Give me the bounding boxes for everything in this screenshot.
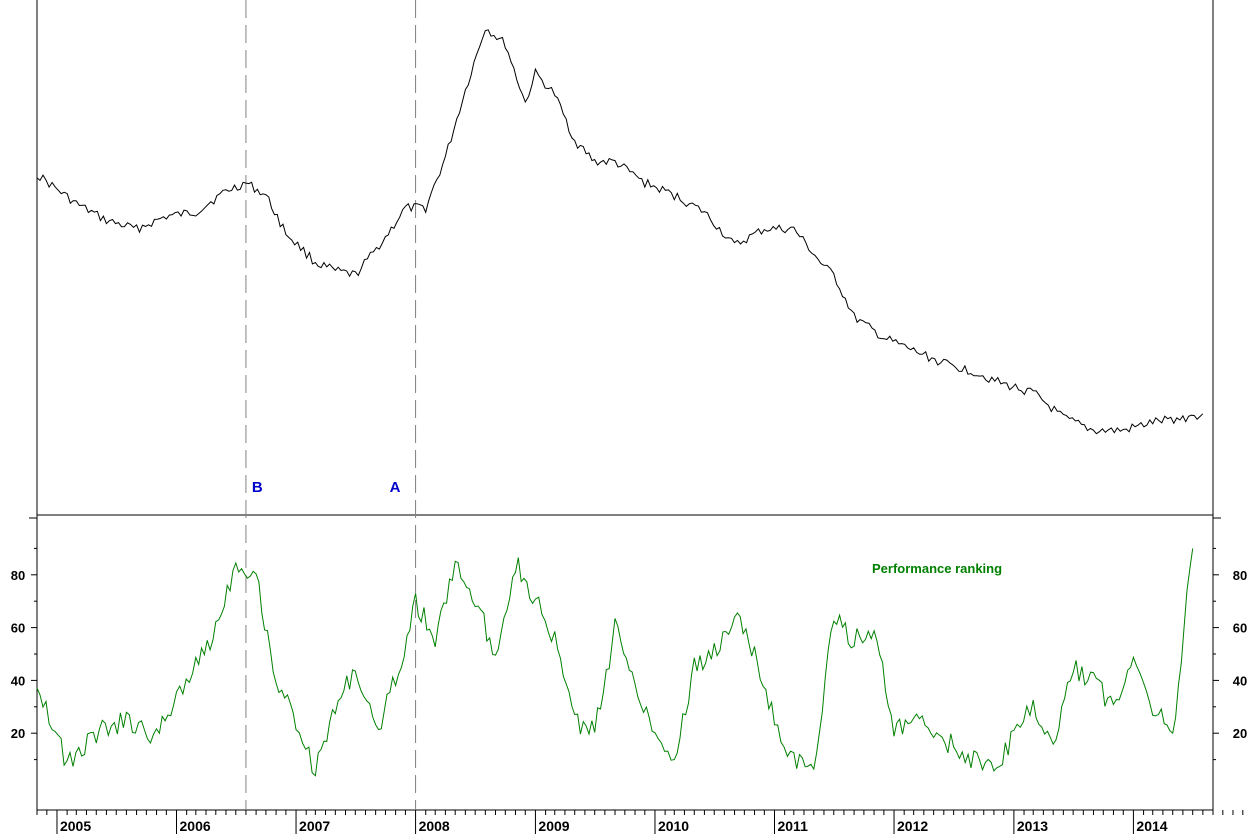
y-tick-label-right: 60 (1233, 621, 1247, 636)
x-year-label: 2011 (777, 818, 808, 834)
y-tick-label-left: 80 (11, 568, 25, 583)
x-year-label: 2012 (897, 818, 928, 834)
x-year-label: 2007 (299, 818, 330, 834)
x-year-label: 2008 (419, 818, 450, 834)
y-tick-label-left: 60 (11, 621, 25, 636)
marker-label-b: B (252, 479, 263, 496)
price-panel (36, 29, 1204, 435)
x-year-label: 2010 (658, 818, 689, 834)
x-year-label: 2014 (1136, 818, 1167, 834)
ranking-line (36, 548, 1194, 777)
y-tick-label-right: 40 (1233, 673, 1247, 688)
x-year-label: 2013 (1017, 818, 1048, 834)
series-label: Performance ranking (872, 561, 1002, 576)
axes: 20 20 40 40 60 60 80 80 2005 2006 2007 2008 2009 2010… (11, 547, 1247, 834)
y-tick-label-right: 80 (1233, 568, 1247, 583)
price-line (36, 29, 1204, 435)
marker-label-a: A (390, 479, 401, 496)
x-year-label: 2005 (60, 818, 91, 834)
y-tick-label-right: 20 (1233, 726, 1247, 741)
x-year-label: 2006 (180, 818, 211, 834)
y-tick-label-left: 40 (11, 673, 25, 688)
x-year-label: 2009 (538, 818, 569, 834)
chart-frame (29, 0, 1221, 811)
ranking-panel (36, 548, 1194, 777)
y-tick-label-left: 20 (11, 726, 25, 741)
